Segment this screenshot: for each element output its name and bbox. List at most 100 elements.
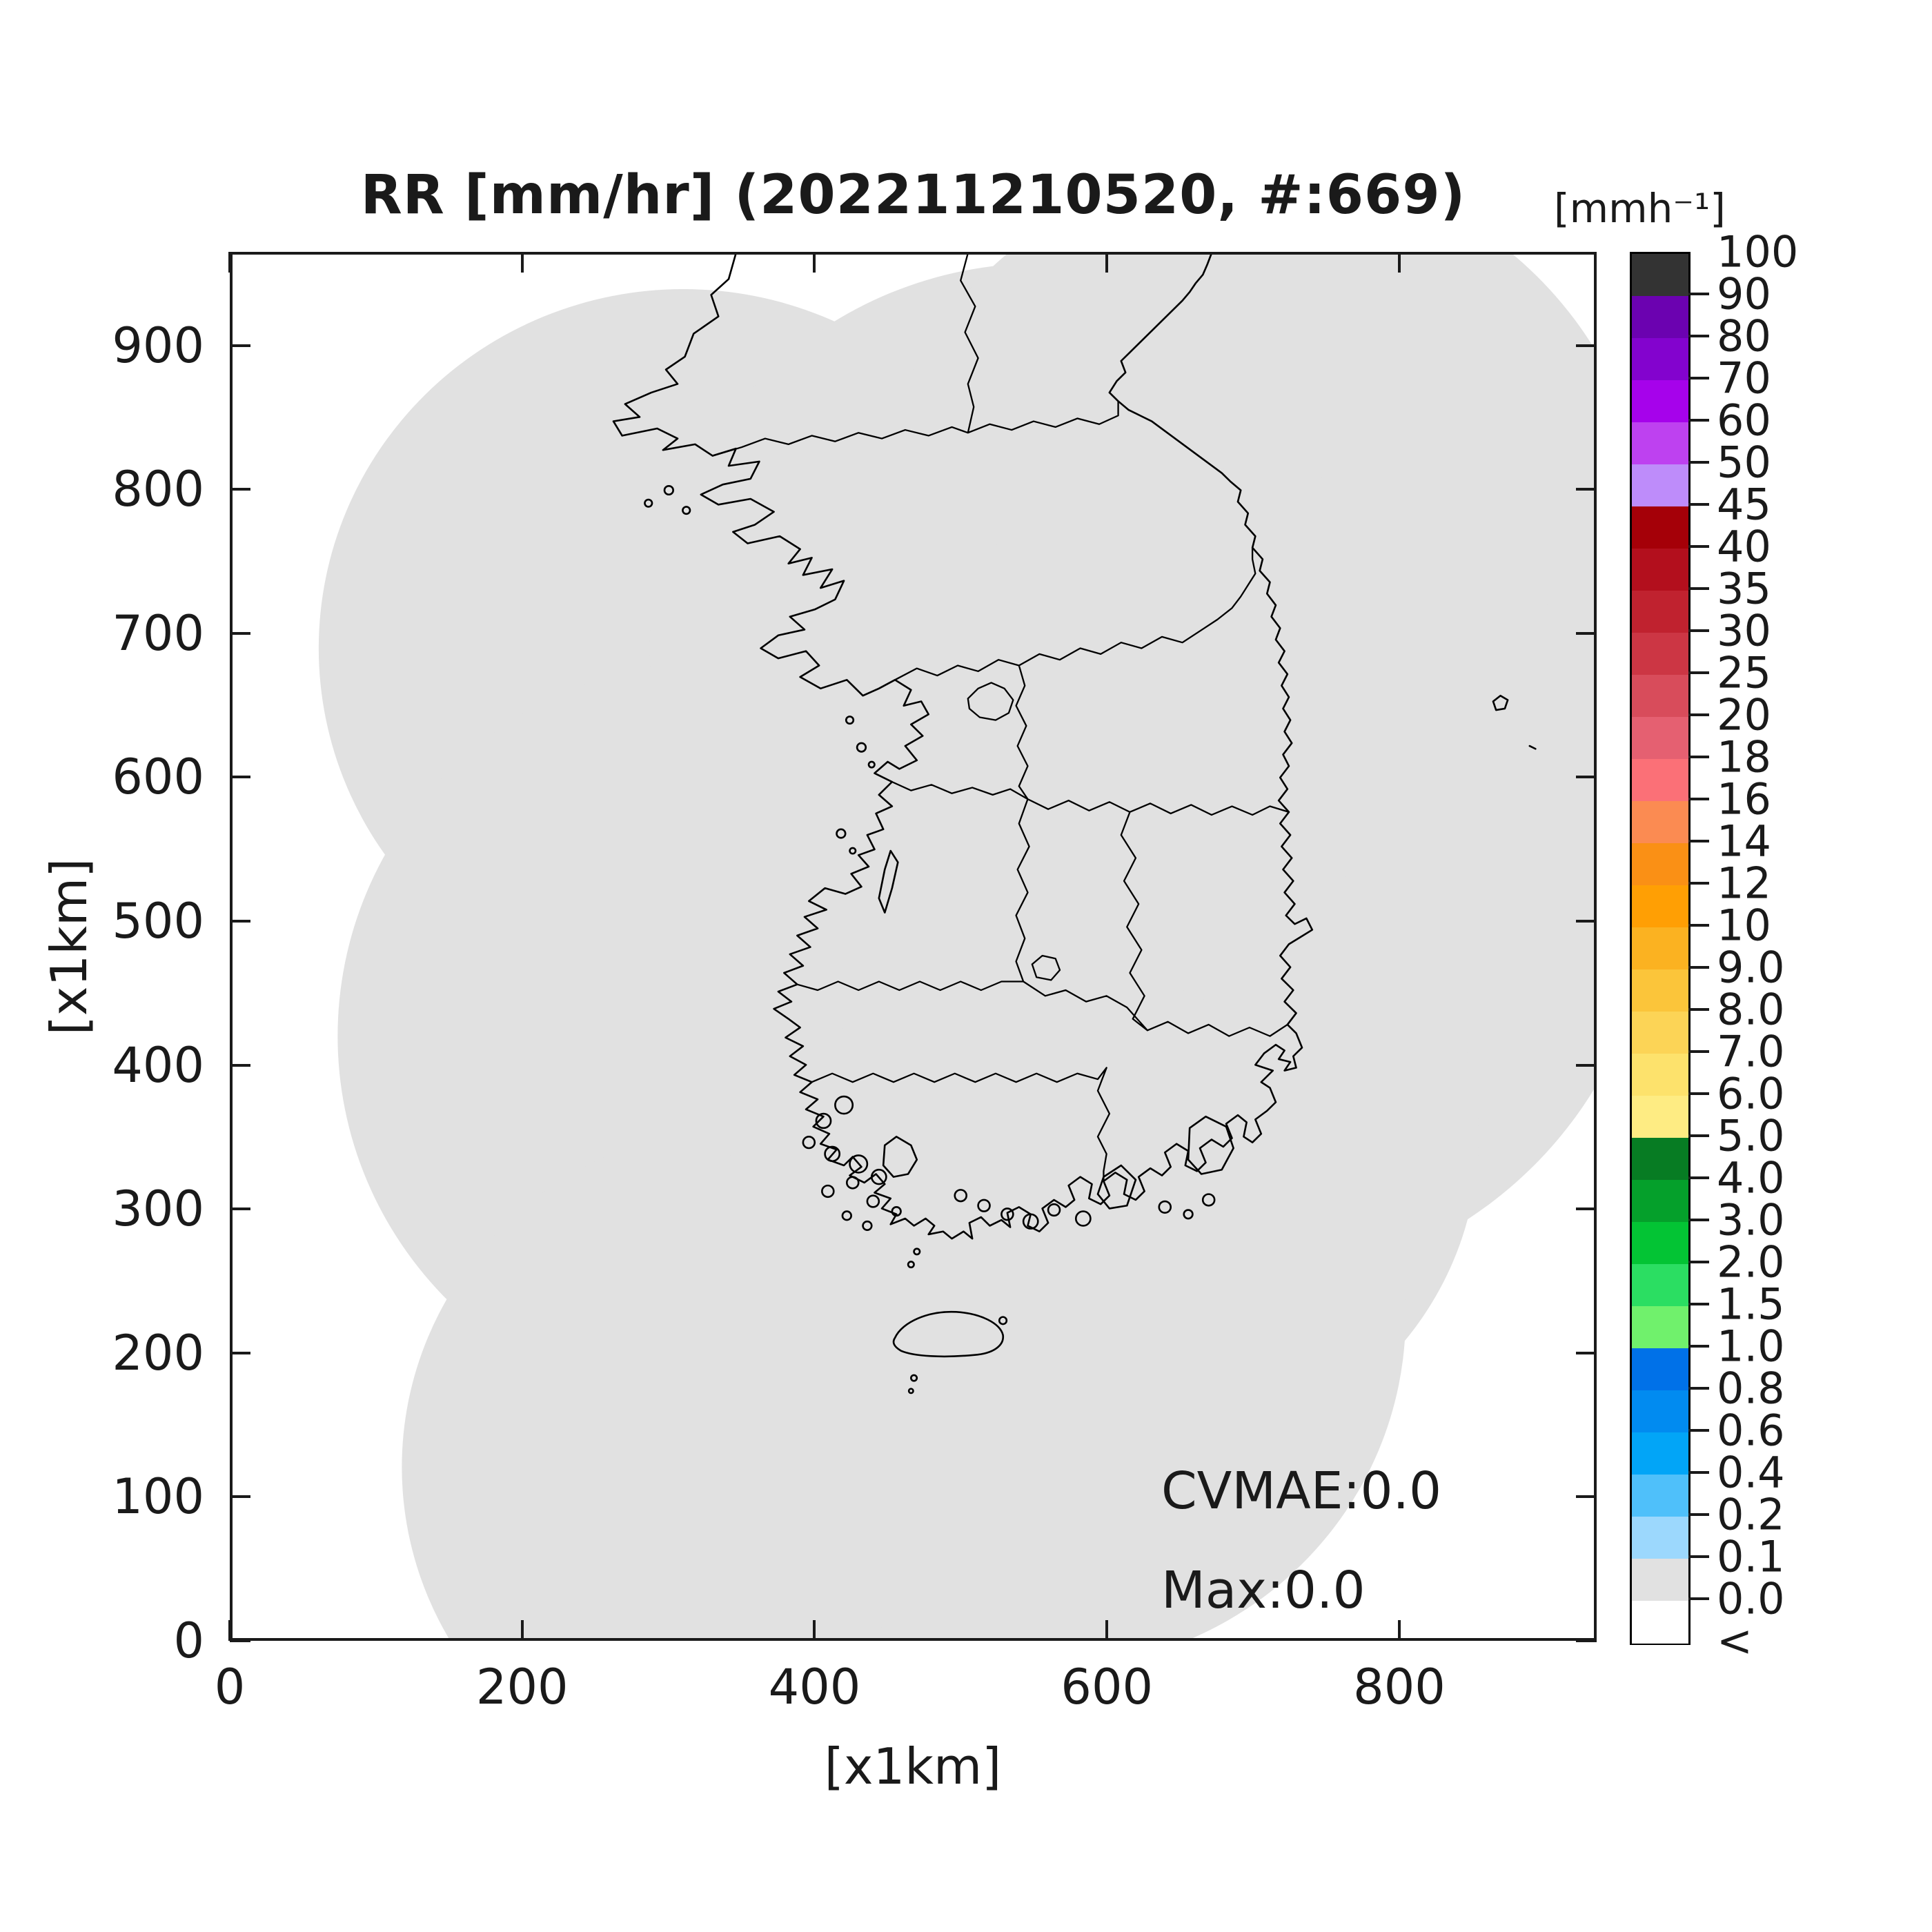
islands-outline: [878, 694, 1537, 1358]
plot-border: [230, 252, 1597, 1641]
colorbar-tick: [1688, 798, 1709, 800]
colorbar-tick-label: 7.0: [1717, 1026, 1785, 1077]
colorbar-tick: [1688, 587, 1709, 590]
colorbar-tick: [1688, 419, 1709, 422]
colorbar-tick: [1688, 840, 1709, 842]
colorbar-segment: [1632, 843, 1688, 886]
x-tick-top: [813, 252, 816, 273]
colorbar-segment: [1632, 296, 1688, 339]
colorbar-tick-label: 80: [1717, 310, 1771, 362]
colorbar-segment: [1632, 1012, 1688, 1054]
colorbar-tick-label: 5.0: [1717, 1110, 1785, 1161]
colorbar-tick-label: 30: [1717, 605, 1771, 656]
colorbar-segment: [1632, 1264, 1688, 1307]
islet-outline: [913, 1248, 921, 1256]
x-tick-bottom: [228, 1620, 231, 1641]
colorbar-segment: [1632, 591, 1688, 633]
y-tick-label: 300: [112, 1181, 204, 1238]
islet-outline: [998, 1316, 1008, 1325]
page-title: RR [mm/hr] (202211210520, #:669): [360, 164, 1466, 226]
islet-outline: [663, 484, 674, 496]
colorbar-tick: [1688, 545, 1709, 548]
colorbar-segment: [1632, 1222, 1688, 1265]
y-tick-left: [230, 1495, 250, 1499]
y-tick-left: [230, 776, 250, 779]
colorbar-segment: [1632, 380, 1688, 423]
x-tick-label: 600: [1061, 1659, 1154, 1715]
colorbar-tick: [1688, 1345, 1709, 1348]
colorbar-tick: [1688, 293, 1709, 295]
colorbar-tick: [1688, 1050, 1709, 1053]
islet-outline: [954, 1189, 967, 1203]
colorbar-tick: [1688, 1303, 1709, 1305]
islet-outline: [867, 760, 876, 769]
y-tick-label: 200: [112, 1324, 204, 1381]
colorbar-tick: [1688, 377, 1709, 379]
x-tick-label: 400: [768, 1659, 861, 1715]
colorbar-tick-label: 8.0: [1717, 984, 1785, 1035]
colorbar-segment: [1632, 1601, 1688, 1644]
cvmae-annotation: CVMAE:0.0: [1161, 1461, 1442, 1521]
islet-outline: [1201, 1193, 1216, 1207]
x-tick-bottom: [813, 1620, 816, 1641]
colorbar-segment: [1632, 885, 1688, 928]
y-tick-right: [1576, 776, 1597, 779]
colorbar-tick-label: 6.0: [1717, 1068, 1785, 1119]
colorbar-tick-label: 60: [1717, 395, 1771, 446]
x-tick-label: 200: [475, 1659, 569, 1715]
radar-coverage-circle: [691, 964, 1406, 1639]
islet-outline: [910, 1374, 918, 1382]
colorbar-tick-label: 16: [1717, 773, 1771, 825]
y-tick-right: [1576, 919, 1597, 923]
islet-outline: [907, 1261, 915, 1269]
x-tick-bottom: [520, 1620, 524, 1641]
colorbar-tick-label: 0.8: [1717, 1363, 1785, 1414]
islet-outline: [845, 1176, 860, 1190]
colorbar-segment: [1632, 1432, 1688, 1475]
colorbar-tick: [1688, 1513, 1709, 1516]
colorbar-tick-label: 45: [1717, 479, 1771, 530]
colorbar-tick-label: 12: [1717, 858, 1771, 909]
colorbar-segment: [1632, 549, 1688, 591]
islet-outline: [862, 1220, 873, 1231]
islet-outline: [907, 1388, 914, 1394]
colorbar-segment: [1632, 1306, 1688, 1349]
x-tick-top: [1105, 252, 1109, 273]
y-tick-left: [230, 488, 250, 491]
colorbar-tick-label: 4.0: [1717, 1152, 1785, 1203]
islet-outline: [1183, 1209, 1194, 1220]
colorbar-tick-label: 1.5: [1717, 1279, 1785, 1330]
colorbar-tick: [1688, 335, 1709, 337]
y-tick-label: 900: [112, 317, 204, 374]
colorbar: [1630, 252, 1690, 1645]
islet-outline: [977, 1199, 991, 1212]
colorbar-tick-label: 35: [1717, 563, 1771, 614]
y-tick-right: [1576, 488, 1597, 491]
colorbar-segment: [1632, 1180, 1688, 1223]
colorbar-tick: [1688, 629, 1709, 632]
colorbar-tick-label: 2.0: [1717, 1236, 1785, 1288]
islet-outline: [802, 1136, 816, 1150]
colorbar-tick: [1688, 1555, 1709, 1558]
islet-outline: [1158, 1200, 1172, 1214]
y-tick-right: [1576, 344, 1597, 347]
colorbar-segment: [1632, 759, 1688, 802]
colorbar-tick: [1688, 1471, 1709, 1474]
islet-outline: [891, 1206, 902, 1217]
max-annotation: Max:0.0: [1161, 1561, 1366, 1620]
coastline-mainland: [612, 253, 1314, 1240]
colorbar-segment: [1632, 801, 1688, 844]
y-tick-label: 700: [112, 604, 204, 662]
islet-outline: [836, 828, 847, 839]
colorbar-tick-label: 40: [1717, 521, 1771, 572]
colorbar-tick-label: 14: [1717, 816, 1771, 867]
y-tick-left: [230, 1063, 250, 1067]
x-tick-top: [228, 252, 231, 273]
y-tick-left: [230, 1208, 250, 1211]
colorbar-segment: [1632, 338, 1688, 381]
colorbar-segment: [1632, 1096, 1688, 1138]
islet-outline: [682, 506, 691, 515]
colorbar-tick: [1688, 1261, 1709, 1263]
y-tick-left: [230, 631, 250, 635]
colorbar-segment: [1632, 969, 1688, 1012]
